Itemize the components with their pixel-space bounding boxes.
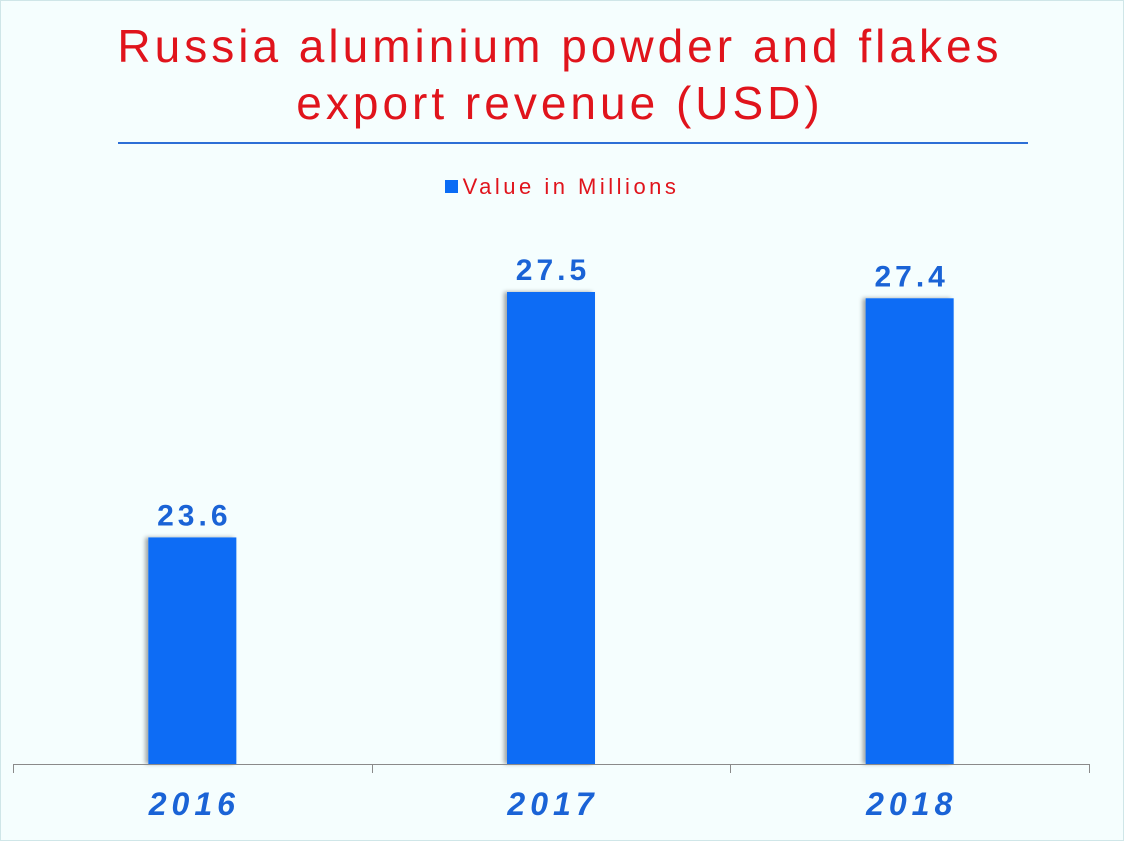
- x-axis: [13, 764, 1090, 773]
- data-label-2016: 23.6: [157, 499, 231, 532]
- x-tick-labels-group: 2016 2017 2018: [148, 786, 957, 822]
- x-tick-label-2017: 2017: [506, 786, 598, 822]
- bar-2017: [507, 292, 595, 764]
- x-tick-label-2016: 2016: [148, 786, 240, 822]
- data-label-2018: 27.4: [874, 260, 948, 293]
- chart-title: Russia aluminium powder and flakes expor…: [117, 20, 1003, 129]
- title-underline: [118, 142, 1028, 144]
- x-tick-label-2018: 2018: [865, 786, 957, 822]
- legend-label: Value in Millions: [462, 174, 680, 199]
- bar-2016: [148, 537, 237, 764]
- data-labels-group: 23.6 27.5 27.4: [157, 254, 948, 532]
- bar-2018: [865, 298, 954, 764]
- bars-group: [148, 292, 954, 764]
- data-label-2017: 27.5: [516, 254, 590, 287]
- legend: Value in Millions: [0, 174, 1124, 200]
- legend-swatch: [444, 180, 458, 193]
